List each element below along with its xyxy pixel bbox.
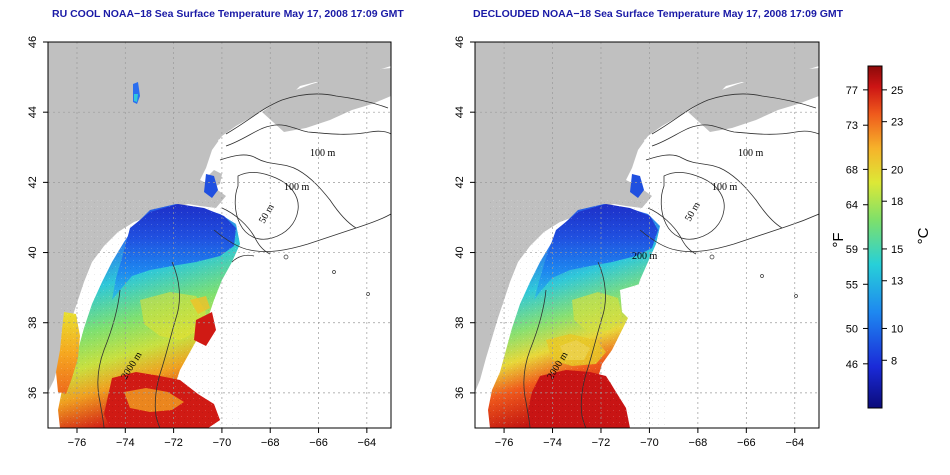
lat-tick-label: 36 <box>27 387 39 399</box>
lon-tick-label: −72 <box>592 437 611 449</box>
celsius-tick-label: 8 <box>891 355 897 367</box>
celsius-unit-label: °C <box>915 227 932 244</box>
lat-tick-label: 40 <box>454 246 466 258</box>
graticule <box>475 42 819 428</box>
lon-tick-label: −74 <box>116 437 135 449</box>
lon-tick-label: −76 <box>495 437 514 449</box>
lon-tick-label: −64 <box>785 437 804 449</box>
land-mass <box>48 42 391 392</box>
contour-label: 100 m <box>738 148 764 159</box>
lon-tick-label: −72 <box>164 437 183 449</box>
fahrenheit-tick-label: 59 <box>846 244 858 256</box>
lon-tick-label: −76 <box>68 437 87 449</box>
temperature-colorbar: 77 73 68 64 59 55 50 46 25 23 20 18 15 13 10 8 °F °C <box>830 65 932 409</box>
graticule <box>48 42 391 428</box>
fahrenheit-tick-label: 68 <box>846 164 858 176</box>
lat-tick-label: 44 <box>454 106 466 118</box>
lat-tick-label: 42 <box>27 176 39 188</box>
right-axis-ticks: −76 −74 −72 −70 −68 −66 −64 46 44 42 40 38 36 <box>454 36 804 449</box>
lat-tick-label: 44 <box>27 106 39 118</box>
lon-tick-label: −68 <box>689 437 708 449</box>
fahrenheit-tick-label: 50 <box>846 323 858 335</box>
lat-tick-label: 38 <box>27 317 39 329</box>
nova-scotia <box>262 68 391 132</box>
bathymetry-contours <box>523 93 819 428</box>
lon-tick-label: −70 <box>213 437 232 449</box>
contour-label: 200 m <box>632 251 658 262</box>
left-axis-ticks: −76 −74 −72 −70 −68 −66 −64 46 44 42 40 38 36 <box>27 36 376 449</box>
lon-tick-label: −68 <box>261 437 280 449</box>
contour-label: 100 m <box>712 182 738 193</box>
celsius-tick-label: 18 <box>891 196 903 208</box>
celsius-tick-label: 20 <box>891 164 903 176</box>
lat-tick-label: 42 <box>454 176 466 188</box>
left-panel-title: RU COOL NOAA−18 Sea Surface Temperature … <box>52 8 404 20</box>
contour-label: 100 m <box>310 148 336 159</box>
lat-tick-label: 36 <box>454 387 466 399</box>
land-mass <box>475 42 819 392</box>
celsius-tick-label: 10 <box>891 323 903 335</box>
fahrenheit-tick-label: 73 <box>846 120 858 132</box>
lon-tick-label: −64 <box>358 437 377 449</box>
lon-tick-label: −70 <box>640 437 659 449</box>
right-panel-title: DECLOUDED NOAA−18 Sea Surface Temperatur… <box>473 8 844 20</box>
lon-tick-label: −74 <box>543 437 562 449</box>
lon-tick-label: −66 <box>309 437 328 449</box>
lat-tick-label: 40 <box>27 246 39 258</box>
fahrenheit-unit-label: °F <box>830 232 847 247</box>
celsius-tick-label: 13 <box>891 276 903 288</box>
celsius-tick-label: 25 <box>891 85 903 97</box>
lon-tick-label: −66 <box>737 437 756 449</box>
lat-tick-label: 38 <box>454 317 466 329</box>
fahrenheit-tick-label: 77 <box>846 85 858 97</box>
celsius-tick-label: 23 <box>891 117 903 129</box>
nova-scotia <box>688 68 819 132</box>
fahrenheit-tick-label: 46 <box>846 359 858 371</box>
contour-label: 100 m <box>284 182 310 193</box>
lat-tick-label: 46 <box>27 36 39 48</box>
fahrenheit-tick-label: 64 <box>846 200 858 212</box>
fahrenheit-tick-label: 55 <box>846 279 858 291</box>
celsius-tick-label: 15 <box>891 244 903 256</box>
left-map-panel: 100 m 100 m 50 m 2000 m −76 −74 −72 −70 −68−… <box>27 36 392 449</box>
lat-tick-label: 46 <box>454 36 466 48</box>
right-map-panel: 100 m 100 m 50 m 200 m 2000 m −76 −74 −72−… <box>454 36 820 449</box>
bathymetry-contours <box>97 93 391 428</box>
